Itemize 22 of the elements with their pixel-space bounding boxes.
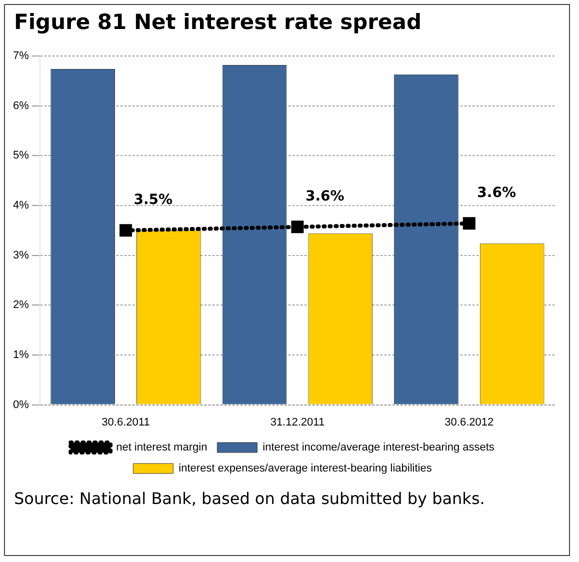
x-tick-label: 30.6.2011 <box>102 416 150 428</box>
data-label: 3.5% <box>134 192 173 208</box>
data-label: 3.6% <box>305 188 344 205</box>
y-tick-label: 2% <box>12 299 30 312</box>
y-tick-label: 3% <box>12 249 30 262</box>
point <box>120 224 132 237</box>
x-tick-label: 30.6.2012 <box>444 416 494 428</box>
source-note: Source: National Bank, based on data submitted by banks. <box>14 488 486 509</box>
data-label: 3.6% <box>477 185 516 202</box>
legend-label: net interest margin <box>116 442 208 454</box>
y-tick-label: 1% <box>12 349 30 362</box>
legend-label: interest expenses/average interest-bearing liabilities <box>178 462 432 475</box>
y-tick-label: 7% <box>12 50 30 62</box>
y-tick-label: 4% <box>12 200 30 212</box>
y-tick-label: 6% <box>12 100 30 112</box>
y-tick-label: 0% <box>12 398 30 411</box>
point <box>462 217 476 230</box>
legend-label: interest income/average interest-bearing assets <box>262 442 495 454</box>
chart-title: Figure 81 Net interest rate spread <box>14 10 422 34</box>
point <box>291 220 304 234</box>
y-tick-label: 5% <box>12 150 30 162</box>
x-tick-label: 31.12.2011 <box>270 416 325 428</box>
